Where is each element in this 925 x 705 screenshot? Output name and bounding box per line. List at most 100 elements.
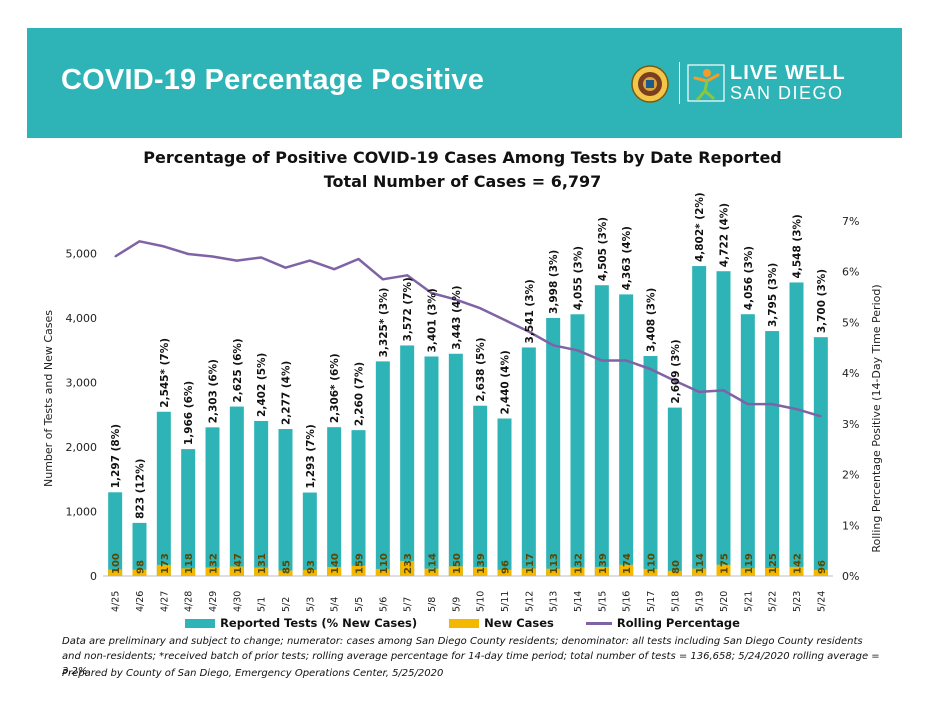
x-tick-label: 5/24 xyxy=(816,591,827,612)
tests-data-label: 3,572 (7%) xyxy=(402,277,414,341)
rolling-percentage-point xyxy=(114,255,116,258)
rolling-percentage-point xyxy=(430,292,433,294)
new-cases-bar xyxy=(813,569,828,576)
x-tick-label: 5/11 xyxy=(500,591,511,612)
new-cases-data-label: 118 xyxy=(184,553,195,574)
rolling-percentage-point xyxy=(795,408,798,410)
x-tick-label: 5/21 xyxy=(743,591,754,612)
tests-bar xyxy=(448,353,463,576)
legend-swatch-rolling xyxy=(585,621,612,625)
y2-tick-label: 2% xyxy=(842,469,859,482)
rolling-percentage-point xyxy=(406,274,408,277)
new-cases-bar xyxy=(254,567,269,576)
rolling-percentage-point xyxy=(576,349,579,352)
tests-data-label: 1,297 (8%) xyxy=(110,424,122,488)
x-tick-label: 5/22 xyxy=(768,591,779,612)
tests-data-label: 3,541 (3%) xyxy=(524,279,536,343)
x-tick-label: 5/1 xyxy=(257,597,268,612)
logo-text-line1: LIVE WELL xyxy=(730,62,846,84)
x-tick-label: 5/16 xyxy=(622,591,633,612)
legend-item-tests: Reported Tests (% New Cases) xyxy=(185,616,417,630)
tests-bar xyxy=(375,361,390,576)
rolling-percentage-point xyxy=(479,307,481,310)
tests-data-label: 1,966 (6%) xyxy=(183,381,195,445)
x-tick-label: 5/13 xyxy=(549,591,560,612)
new-cases-bar xyxy=(156,564,171,576)
new-cases-bar xyxy=(424,568,439,576)
tests-data-label: 4,056 (3%) xyxy=(743,246,755,310)
tests-bar xyxy=(594,285,609,576)
tests-data-label: 4,802* (2%) xyxy=(694,192,706,262)
new-cases-data-label: 110 xyxy=(647,553,658,574)
tests-bar xyxy=(424,356,439,576)
tests-bar xyxy=(278,429,293,576)
tests-data-label: 4,722 (4%) xyxy=(719,203,731,267)
rolling-percentage-point xyxy=(601,359,603,362)
new-cases-data-label: 140 xyxy=(330,553,341,574)
x-tick-label: 5/8 xyxy=(427,597,438,612)
y2-tick-label: 4% xyxy=(842,367,859,380)
rolling-percentage-point xyxy=(625,359,627,362)
rolling-percentage-point xyxy=(455,298,457,301)
tests-bar xyxy=(156,411,171,576)
new-cases-bar xyxy=(594,567,609,576)
data-note: Data are preliminary and subject to chan… xyxy=(62,636,880,677)
new-cases-data-label: 110 xyxy=(379,553,390,574)
legend-swatch-new-cases xyxy=(449,618,480,628)
new-cases-bar xyxy=(108,569,123,576)
x-tick-label: 5/23 xyxy=(792,591,803,612)
tests-bar xyxy=(229,406,244,576)
tests-data-label: 2,306* (6%) xyxy=(329,353,341,423)
x-tick-label: 5/5 xyxy=(354,597,365,612)
legend-item-new-cases: New Cases xyxy=(449,616,554,630)
tests-data-label: 3,401 (3%) xyxy=(427,288,439,352)
header-banner: COVID-19 Percentage Positive LIVE WELL S… xyxy=(27,28,902,138)
x-tick-label: 5/4 xyxy=(330,597,341,612)
tests-data-label: 2,609 (3%) xyxy=(670,339,682,403)
tests-data-label: 2,303 (6%) xyxy=(208,359,220,423)
new-cases-bar xyxy=(619,564,634,576)
legend-label-rolling: Rolling Percentage xyxy=(616,615,740,630)
new-cases-bar xyxy=(205,567,220,576)
tests-data-label: 3,443 (4%) xyxy=(451,285,463,349)
legend-swatch-tests xyxy=(185,618,216,628)
rolling-percentage-line xyxy=(114,240,822,418)
tests-bar xyxy=(619,294,634,576)
new-cases-data-label: 147 xyxy=(233,553,244,574)
new-cases-data-label: 114 xyxy=(428,553,439,574)
new-cases-bar xyxy=(448,566,463,576)
x-tick-label: 5/3 xyxy=(305,597,316,612)
rolling-percentage-point xyxy=(649,368,652,370)
new-cases-data-label: 175 xyxy=(720,553,731,574)
x-tick-label: 5/6 xyxy=(378,597,389,612)
new-cases-data-label: 98 xyxy=(136,560,147,574)
rolling-percentage-point xyxy=(503,319,506,321)
new-cases-bar xyxy=(132,569,147,576)
new-cases-bar xyxy=(765,567,780,576)
new-cases-data-label: 80 xyxy=(671,560,682,574)
new-cases-bar xyxy=(546,568,561,576)
tests-data-label: 4,505 (3%) xyxy=(597,217,609,281)
x-tick-label: 5/15 xyxy=(597,591,608,612)
legend-item-rolling: Rolling Percentage xyxy=(585,615,740,630)
x-tick-label: 4/29 xyxy=(208,591,219,612)
legend-label-tests: Reported Tests (% New Cases) xyxy=(220,615,418,630)
tests-bar xyxy=(473,405,488,576)
tests-bar xyxy=(813,337,828,576)
rolling-percentage-point xyxy=(528,330,530,333)
new-cases-bar xyxy=(375,568,390,576)
x-tick-label: 4/28 xyxy=(184,591,195,612)
new-cases-bar xyxy=(643,568,658,576)
rolling-percentage-point xyxy=(309,259,311,262)
live-well-figure-icon xyxy=(687,64,725,102)
x-tick-label: 5/9 xyxy=(451,597,462,612)
tests-data-label: 4,363 (4%) xyxy=(621,226,633,290)
page-title: COVID-19 Percentage Positive xyxy=(61,64,485,96)
tests-bar xyxy=(302,492,317,576)
new-cases-bar xyxy=(667,570,682,576)
tests-bar xyxy=(108,492,123,576)
rolling-percentage-point xyxy=(284,266,287,269)
y-axis-title: Number of Tests and New Cases xyxy=(42,310,55,487)
new-cases-data-label: 85 xyxy=(282,560,293,574)
tests-data-label: 3,325* (3%) xyxy=(378,288,390,358)
